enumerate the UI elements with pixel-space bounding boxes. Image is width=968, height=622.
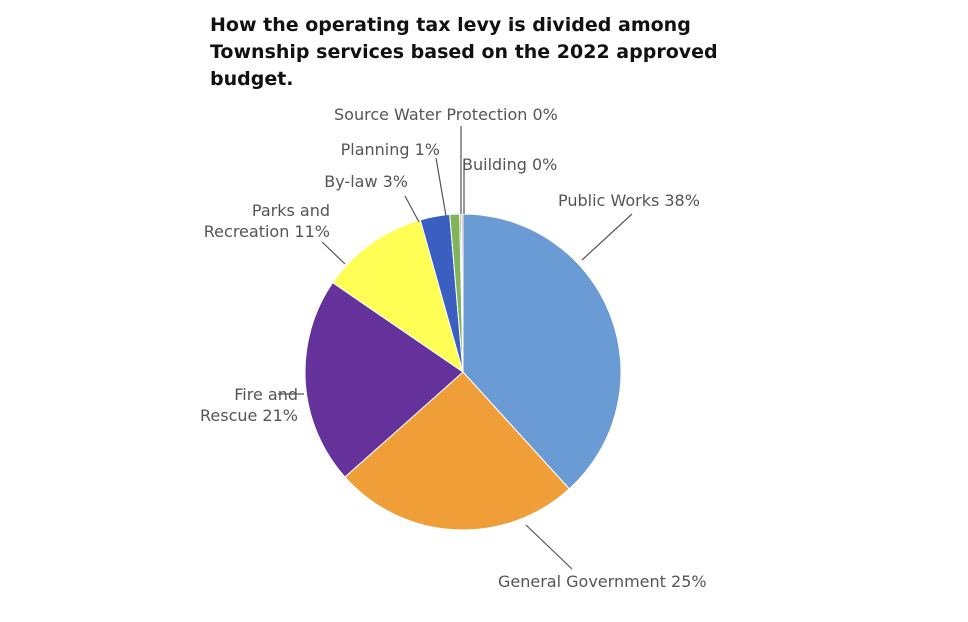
slice-label-fire-and-rescue-line-1: Fire and — [234, 385, 298, 404]
slice-label-source-water-protection-line-1: Source Water Protection 0% — [334, 105, 558, 124]
leader-line-planning — [435, 157, 447, 217]
slice-label-public-works-line-1: Public Works 38% — [558, 191, 700, 210]
slice-label-general-government-line-1: General Government 25% — [498, 572, 707, 591]
leader-line-general-government — [525, 524, 573, 570]
pie-slice-general-government — [344, 371, 570, 531]
chart-title: How the operating tax levy is divided am… — [210, 12, 770, 93]
slice-label-building-line-1: Building 0% — [462, 155, 557, 174]
slice-label-parks-and-recreation: Parks and Recreation 11% — [204, 201, 330, 241]
slice-label-general-government: General Government 25% — [498, 572, 707, 591]
slice-label-source-water-protection: Source Water Protection 0% — [334, 105, 558, 124]
slice-label-building: Building 0% — [462, 155, 557, 174]
slice-label-by-law: By-law 3% — [324, 172, 408, 191]
chart-title-line-1: How the operating tax levy is divided am… — [210, 14, 691, 36]
slice-label-fire-and-rescue-line-2: Rescue 21% — [200, 406, 298, 425]
pie-slice-building — [460, 213, 464, 373]
slice-label-public-works: Public Works 38% — [558, 191, 700, 210]
leader-line-parks-and-recreation — [321, 241, 346, 265]
slice-label-fire-and-rescue: Fire and Rescue 21% — [200, 385, 298, 425]
leader-line-public-works — [581, 213, 633, 261]
chart-title-line-2: Township services based on the 2022 appr… — [210, 41, 718, 63]
slice-label-planning-line-1: Planning 1% — [341, 140, 440, 159]
pie-slice-fire-and-rescue — [304, 281, 464, 478]
slice-label-parks-and-recreation-line-2: Recreation 11% — [204, 222, 330, 241]
slice-label-parks-and-recreation-line-1: Parks and — [252, 201, 330, 220]
leader-line-by-law — [404, 195, 420, 223]
chart-title-line-3: budget. — [210, 68, 294, 90]
slice-label-by-law-line-1: By-law 3% — [324, 172, 408, 191]
pie-slice-public-works — [462, 213, 622, 490]
slice-label-planning: Planning 1% — [341, 140, 440, 159]
